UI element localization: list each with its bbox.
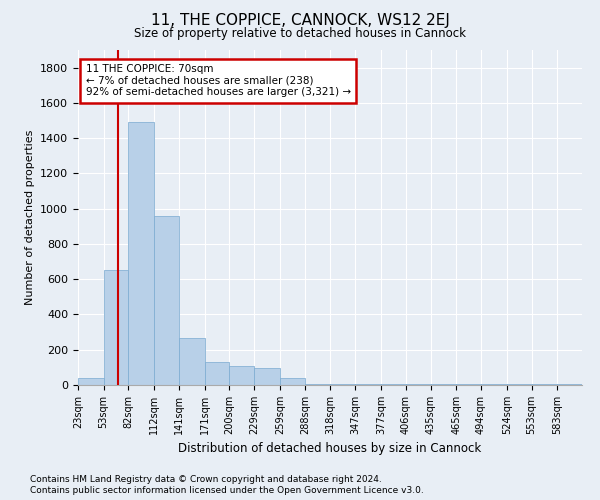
Bar xyxy=(229,366,254,385)
Bar xyxy=(456,384,481,385)
Bar xyxy=(78,378,104,385)
Bar xyxy=(506,384,532,385)
Bar xyxy=(205,362,229,385)
Bar xyxy=(305,384,331,385)
Bar xyxy=(532,384,557,385)
Bar xyxy=(481,384,506,385)
X-axis label: Distribution of detached houses by size in Cannock: Distribution of detached houses by size … xyxy=(178,442,482,456)
Bar xyxy=(381,384,406,385)
Bar xyxy=(557,384,582,385)
Text: 11, THE COPPICE, CANNOCK, WS12 2EJ: 11, THE COPPICE, CANNOCK, WS12 2EJ xyxy=(151,12,449,28)
Text: 11 THE COPPICE: 70sqm
← 7% of detached houses are smaller (238)
92% of semi-deta: 11 THE COPPICE: 70sqm ← 7% of detached h… xyxy=(86,64,351,98)
Bar xyxy=(179,338,205,385)
Bar xyxy=(254,368,280,385)
Text: Contains public sector information licensed under the Open Government Licence v3: Contains public sector information licen… xyxy=(30,486,424,495)
Bar xyxy=(280,378,305,385)
Bar xyxy=(406,384,431,385)
Bar xyxy=(104,270,128,385)
Bar xyxy=(431,384,456,385)
Text: Contains HM Land Registry data © Crown copyright and database right 2024.: Contains HM Land Registry data © Crown c… xyxy=(30,475,382,484)
Bar xyxy=(355,384,381,385)
Y-axis label: Number of detached properties: Number of detached properties xyxy=(25,130,35,305)
Bar xyxy=(154,216,179,385)
Text: Size of property relative to detached houses in Cannock: Size of property relative to detached ho… xyxy=(134,28,466,40)
Bar xyxy=(331,384,355,385)
Bar xyxy=(128,122,154,385)
